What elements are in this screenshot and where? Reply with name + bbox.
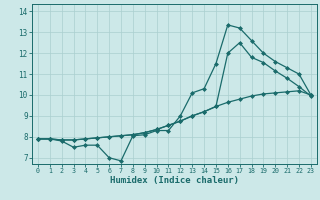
X-axis label: Humidex (Indice chaleur): Humidex (Indice chaleur)	[110, 176, 239, 185]
